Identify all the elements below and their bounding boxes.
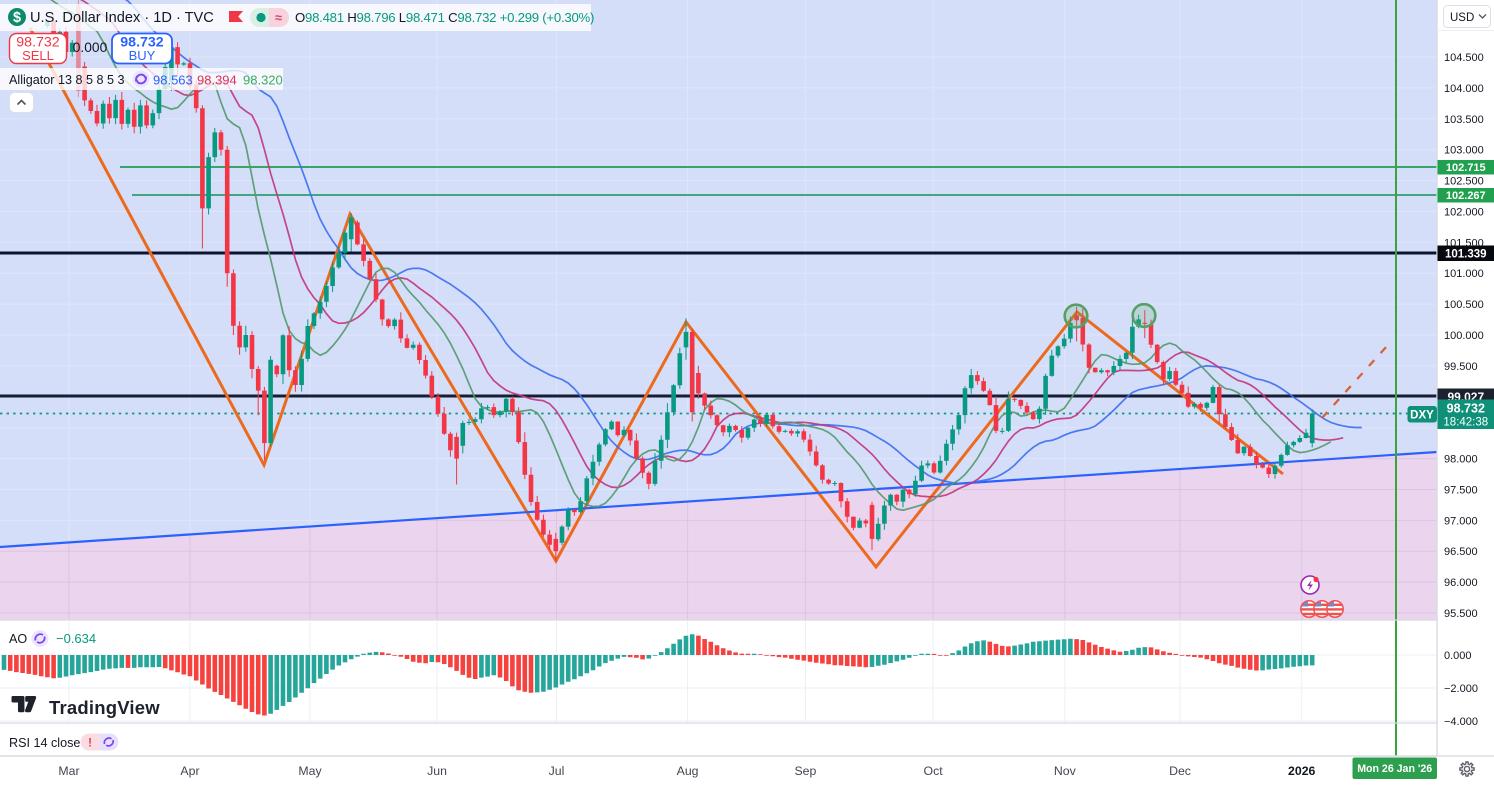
svg-text:102.715: 102.715	[1446, 162, 1486, 174]
svg-text:AO: AO	[9, 632, 27, 646]
svg-text:99.500: 99.500	[1444, 361, 1478, 373]
svg-text:2026: 2026	[1288, 764, 1316, 778]
svg-text:100.000: 100.000	[1444, 330, 1484, 342]
svg-text:Alligator 13 8 5 8 5 3: Alligator 13 8 5 8 5 3	[9, 73, 125, 87]
svg-text:102.500: 102.500	[1444, 176, 1484, 188]
svg-text:96.000: 96.000	[1444, 577, 1478, 589]
svg-text:SELL: SELL	[22, 48, 54, 63]
svg-text:98.563: 98.563	[153, 73, 193, 88]
svg-text:Mon 26 Jan '26: Mon 26 Jan '26	[1357, 763, 1432, 775]
svg-text:0.000: 0.000	[73, 40, 108, 55]
svg-text:USD: USD	[1450, 12, 1474, 24]
svg-text:101.000: 101.000	[1444, 268, 1484, 280]
svg-text:103.500: 103.500	[1444, 114, 1484, 126]
svg-text:Dec: Dec	[1169, 764, 1191, 778]
svg-text:102.000: 102.000	[1444, 206, 1484, 218]
svg-text:Apr: Apr	[180, 764, 199, 778]
svg-text:0.000: 0.000	[1444, 650, 1472, 662]
svg-text:RSI 14 close: RSI 14 close	[9, 736, 80, 750]
svg-text:−4.000: −4.000	[1444, 716, 1478, 728]
svg-text:O98.481 H98.796 L98.471 C98.73: O98.481 H98.796 L98.471 C98.732 +0.299 (…	[295, 10, 594, 25]
svg-text:Nov: Nov	[1054, 764, 1077, 778]
svg-text:Jul: Jul	[549, 764, 565, 778]
svg-text:Jun: Jun	[427, 764, 447, 778]
svg-text:98.000: 98.000	[1444, 454, 1478, 466]
svg-text:18:42:38: 18:42:38	[1443, 417, 1488, 429]
svg-text:!: !	[88, 738, 92, 750]
svg-text:Sep: Sep	[794, 764, 816, 778]
svg-text:97.000: 97.000	[1444, 515, 1478, 527]
svg-text:98.732: 98.732	[1447, 401, 1485, 415]
svg-text:U.S. Dollar Index · 1D · TVC: U.S. Dollar Index · 1D · TVC	[30, 10, 214, 26]
svg-text:Aug: Aug	[677, 764, 699, 778]
svg-text:BUY: BUY	[129, 48, 156, 63]
svg-text:−0.634: −0.634	[56, 631, 96, 646]
svg-text:May: May	[298, 764, 322, 778]
svg-text:≈: ≈	[275, 10, 282, 25]
svg-text:103.000: 103.000	[1444, 145, 1484, 157]
svg-text:102.267: 102.267	[1446, 190, 1486, 202]
svg-text:Oct: Oct	[924, 764, 944, 778]
svg-text:Mar: Mar	[58, 764, 79, 778]
svg-text:97.500: 97.500	[1444, 485, 1478, 497]
svg-text:98.394: 98.394	[197, 73, 237, 88]
svg-text:98.320: 98.320	[243, 73, 283, 88]
svg-text:104.500: 104.500	[1444, 52, 1484, 64]
svg-text:101.339: 101.339	[1445, 249, 1487, 261]
svg-text:TradingView: TradingView	[49, 697, 160, 718]
svg-text:DXY: DXY	[1410, 410, 1434, 422]
svg-text:104.000: 104.000	[1444, 83, 1484, 95]
svg-text:95.500: 95.500	[1444, 608, 1478, 620]
svg-text:−2.000: −2.000	[1444, 683, 1478, 695]
svg-text:$: $	[13, 10, 21, 26]
svg-text:100.500: 100.500	[1444, 299, 1484, 311]
svg-text:96.500: 96.500	[1444, 546, 1478, 558]
